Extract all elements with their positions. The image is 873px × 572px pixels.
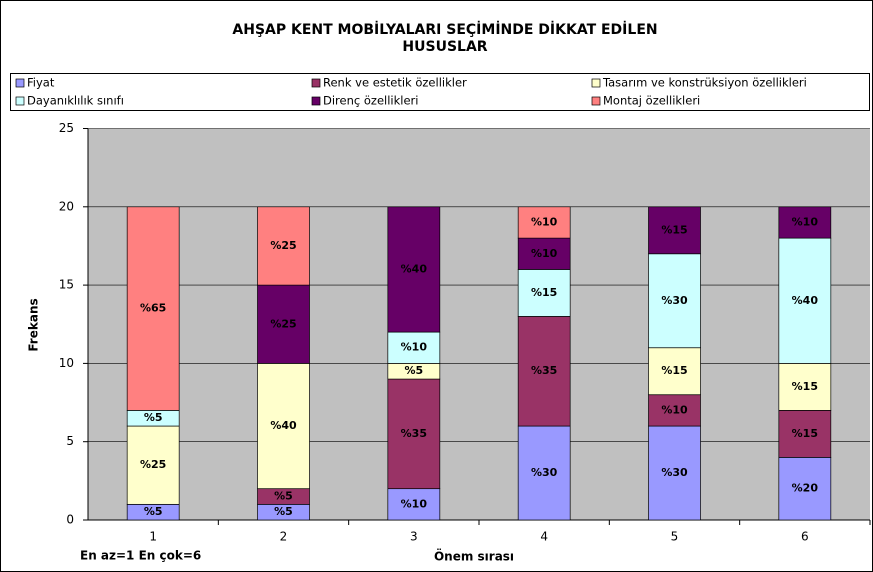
bar-segment: [778, 363, 832, 411]
bar-segment: [517, 237, 571, 270]
data-label: %20: [792, 482, 819, 495]
bar-segment: [126, 206, 180, 411]
legend-label: Fiyat: [27, 76, 55, 90]
data-label: %15: [792, 380, 818, 393]
bar-segment: [257, 284, 310, 364]
bar-segment: [257, 363, 310, 490]
data-label: %15: [661, 364, 687, 377]
data-label: %30: [531, 466, 558, 479]
data-label: %10: [531, 247, 558, 260]
x-tick-label: 2: [280, 530, 288, 544]
data-label: %35: [401, 427, 427, 440]
data-label: %65: [140, 302, 166, 315]
data-label: %25: [270, 239, 296, 252]
data-label: %40: [270, 419, 297, 432]
y-tick-label: 0: [66, 513, 74, 527]
data-label: %5: [274, 505, 293, 518]
bar-segment: [517, 269, 571, 317]
x-tick-label: 3: [410, 530, 418, 544]
data-label: %35: [531, 364, 557, 377]
data-label: %15: [792, 427, 818, 440]
x-tick-label: 4: [540, 530, 548, 544]
bar-segment: [778, 206, 832, 239]
legend-swatch: [311, 78, 321, 88]
legend: [10, 73, 870, 111]
data-label: %10: [792, 215, 819, 228]
data-label: %5: [404, 364, 423, 377]
bar-segment: [387, 378, 441, 490]
bar-segment: [648, 206, 701, 255]
legend-swatch: [15, 96, 25, 106]
legend-label: Direnç özellikleri: [323, 94, 418, 108]
legend-label: Renk ve estetik özellikler: [323, 76, 467, 90]
y-tick-label: 25: [59, 121, 74, 135]
data-label: %5: [144, 505, 163, 518]
x-tick-label: 1: [149, 530, 157, 544]
data-label: %40: [401, 262, 428, 275]
legend-swatch: [591, 78, 601, 88]
data-label: %5: [274, 490, 293, 503]
bar-segment: [778, 410, 832, 458]
legend-swatch: [591, 96, 601, 106]
data-label: %10: [531, 215, 558, 228]
data-label: %25: [140, 458, 166, 471]
bar-segment: [648, 347, 701, 396]
legend-swatch: [15, 78, 25, 88]
annotation: En az=1 En çok=6: [80, 549, 201, 563]
data-label: %10: [661, 403, 688, 416]
data-label: %40: [792, 294, 819, 307]
data-label: %10: [401, 497, 428, 510]
data-label: %30: [661, 294, 688, 307]
legend-label: Tasarım ve konstrüksiyon özellikleri: [602, 76, 807, 90]
bar-segment: [648, 394, 701, 427]
chart-title: HUSUSLAR: [402, 39, 487, 55]
bar-segment: [387, 331, 441, 364]
legend-label: Montaj özellikleri: [603, 94, 700, 108]
bar-segment: [517, 206, 571, 239]
plot-area: [88, 128, 870, 520]
x-tick-label: 6: [801, 530, 809, 544]
bar-segment: [517, 316, 571, 427]
data-label: %10: [401, 341, 428, 354]
data-label: %25: [270, 317, 296, 330]
y-axis-label: Frekans: [27, 298, 41, 351]
bar-segment: [778, 237, 832, 364]
chart-title: AHŞAP KENT MOBİLYALARI SEÇİMİNDE DİKKAT …: [232, 21, 657, 38]
y-tick-label: 20: [59, 199, 74, 213]
legend-label: Dayanıklılık sınıfı: [27, 94, 124, 108]
bar-segment: [648, 425, 701, 521]
y-tick-label: 5: [66, 434, 74, 448]
bar-segment: [778, 457, 832, 521]
data-label: %30: [661, 466, 688, 479]
data-label: %15: [531, 286, 557, 299]
y-tick-label: 10: [59, 356, 74, 370]
bar-segment: [257, 206, 310, 286]
data-label: %5: [144, 411, 163, 424]
legend-swatch: [311, 96, 321, 106]
bar-segment: [126, 425, 180, 505]
data-label: %15: [661, 223, 687, 236]
bar-segment: [387, 206, 441, 333]
x-tick-label: 5: [671, 530, 679, 544]
x-axis-label: Önem sırası: [434, 549, 514, 564]
y-tick-label: 15: [59, 278, 74, 292]
bar-segment: [387, 488, 441, 521]
